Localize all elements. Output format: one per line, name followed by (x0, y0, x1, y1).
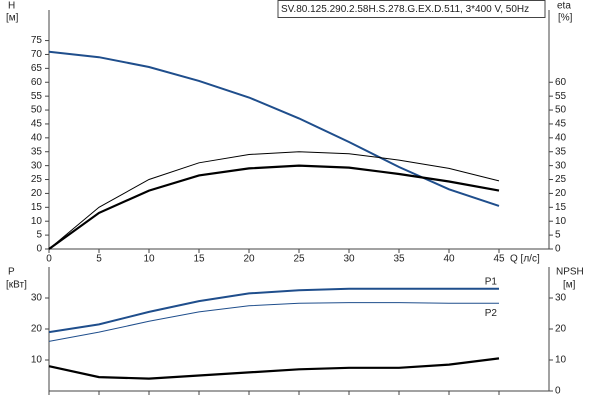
x-tick-label: 15 (193, 254, 205, 265)
y2-tick-label: 35 (555, 146, 567, 157)
x-tick-label: 35 (393, 254, 405, 265)
y2-tick-label: 60 (555, 77, 567, 88)
x-tick-label: 5 (96, 254, 102, 265)
x-label: Q [л/с] (510, 254, 540, 265)
y2-tick-label: 30 (555, 293, 567, 304)
y-label: P (8, 267, 15, 278)
y-unit: [м] (6, 13, 19, 24)
y2-tick-label: 20 (555, 324, 567, 335)
y2-tick-label: 55 (555, 91, 567, 102)
y2-tick-label: 20 (555, 188, 567, 199)
x-tick-label: 25 (293, 254, 305, 265)
y2-tick-label: 25 (555, 174, 567, 185)
curve (48, 357, 500, 380)
y-label: H (8, 1, 15, 12)
curve (48, 164, 500, 250)
y-tick-label: 10 (31, 216, 43, 227)
y2-tick-label: 40 (555, 132, 567, 143)
series-label: P2 (485, 308, 498, 319)
y-tick-label: 15 (31, 202, 43, 213)
curve (48, 50, 500, 207)
y-tick-label: 60 (31, 77, 43, 88)
y-tick-label: 50 (31, 105, 43, 116)
y-tick-label: 20 (31, 188, 43, 199)
y-tick-label: 55 (31, 91, 43, 102)
y2-tick-label: 10 (555, 355, 567, 366)
y-tick-label: 45 (31, 119, 43, 130)
y2-tick-label: 5 (555, 230, 561, 241)
curve (48, 151, 500, 250)
y-tick-label: 35 (31, 146, 43, 157)
axis-line (48, 267, 550, 392)
y2-unit: [м] (563, 280, 576, 291)
y-unit: [кВт] (6, 280, 27, 291)
x-tick-label: 10 (143, 254, 155, 265)
y2-tick-label: 0 (555, 386, 561, 397)
y2-unit: [%] (558, 13, 573, 24)
y2-tick-label: 45 (555, 119, 567, 130)
y-tick-label: 40 (31, 132, 43, 143)
y-tick-label: 10 (31, 355, 43, 366)
curve (48, 287, 499, 334)
x-tick-label: 45 (493, 254, 505, 265)
x-tick-label: 0 (46, 254, 52, 265)
y2-label: NPSH (556, 267, 584, 278)
curve (48, 302, 499, 342)
x-tick-label: 20 (243, 254, 255, 265)
y-tick-label: 70 (31, 49, 43, 60)
y2-tick-label: 50 (555, 105, 567, 116)
y-tick-label: 75 (31, 35, 43, 46)
axis-line (48, 10, 550, 250)
y2-tick-label: 0 (555, 244, 561, 255)
y-tick-label: 20 (31, 324, 43, 335)
y2-tick-label: 15 (555, 202, 567, 213)
y-tick-label: 5 (36, 230, 42, 241)
chart-title: SV.80.125.290.2.58H.S.278.G.EX.D.511, 3*… (281, 4, 529, 15)
y-tick-label: 30 (31, 160, 43, 171)
title-box (277, 0, 546, 18)
y2-label: eta (557, 1, 571, 12)
series-label: P1 (485, 276, 498, 287)
y2-tick-label: 10 (555, 216, 567, 227)
y-tick-label: 0 (36, 244, 42, 255)
y-tick-label: 65 (31, 63, 43, 74)
y-tick-label: 25 (31, 174, 43, 185)
x-tick-label: 30 (343, 254, 355, 265)
x-tick-label: 40 (443, 254, 455, 265)
y2-tick-label: 30 (555, 160, 567, 171)
y-tick-label: 30 (31, 293, 43, 304)
